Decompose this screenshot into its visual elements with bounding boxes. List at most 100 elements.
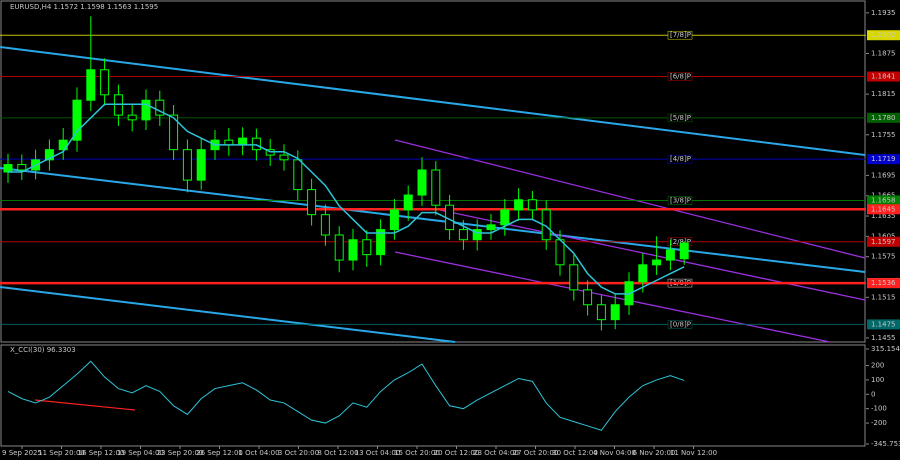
level-price-box <box>867 319 900 330</box>
main-frame <box>0 0 866 343</box>
y-tick-label: 100 <box>871 376 884 384</box>
level-tag-box <box>667 113 693 123</box>
x-tick-label: 30 Oct 12:00 <box>552 449 598 457</box>
x-tick-label: 1 Oct 04:00 <box>238 449 279 457</box>
cci-line <box>7 360 685 431</box>
candle-body <box>3 164 13 173</box>
level-tag-box <box>667 30 693 40</box>
candle-body <box>238 137 248 146</box>
x-tick-label: 9 Sep 2025 <box>2 449 42 457</box>
level-price: 1.1841 <box>871 73 896 81</box>
indicator-title: X_CCI(30) 96.3303 <box>10 346 76 354</box>
y-tick-label: 1.1455 <box>871 334 896 342</box>
x-tick-label: 23 Sep 20:00 <box>157 449 204 457</box>
x-tick-label: 27 Oct 20:00 <box>513 449 559 457</box>
moving-average <box>8 103 685 295</box>
candle-body <box>169 114 179 151</box>
candle-body <box>141 99 151 121</box>
x-tick-label: 16 Sep 12:00 <box>78 449 125 457</box>
level-tag-box <box>667 72 693 81</box>
channel-line <box>394 251 831 343</box>
x-tick-label: 8 Oct 12:00 <box>317 449 358 457</box>
channel-line <box>439 209 866 301</box>
x-tick-label: 11 Nov 12:00 <box>670 449 717 457</box>
x-tick-label: 15 Oct 20:00 <box>394 449 440 457</box>
x-tick-label: 4 Nov 04:00 <box>593 449 636 457</box>
level-price-box <box>867 71 900 82</box>
x-tick-label: 11 Sep 20:00 <box>38 449 85 457</box>
candle-body <box>514 199 524 211</box>
y-tick-label: 1.1635 <box>871 212 896 220</box>
level-price-box <box>867 236 900 247</box>
candle-body <box>155 99 165 116</box>
candle-body <box>610 304 620 321</box>
y-tick-label: 1.1605 <box>871 232 896 240</box>
candle-body <box>431 169 441 206</box>
level-tag: [5/8]P <box>670 114 691 122</box>
y-tick-label: 1.1515 <box>871 293 896 301</box>
candle-body <box>389 209 399 231</box>
candle-body <box>196 149 206 181</box>
level-price: 1.1597 <box>871 238 896 246</box>
y-tick-label: -100 <box>871 405 887 413</box>
candle-body <box>569 264 579 291</box>
candle-body <box>583 289 593 306</box>
level-tag: [7/8]P <box>670 31 691 39</box>
channel <box>394 139 866 343</box>
candle-body <box>182 149 192 181</box>
candle-body <box>86 69 96 101</box>
y-tick-label: 200 <box>871 362 884 370</box>
y-tick-label: 0 <box>871 390 875 398</box>
y-tick-label: 1.1755 <box>871 131 896 139</box>
support-price-box <box>867 204 900 215</box>
candle-body <box>458 229 468 241</box>
x-tick-label: 23 Oct 04:00 <box>473 449 519 457</box>
candle-body <box>596 304 606 321</box>
candle-body <box>127 114 137 121</box>
level-tag: [2/8]P <box>670 238 691 246</box>
y-tick-label: -200 <box>871 419 887 427</box>
trend-line <box>0 167 866 273</box>
x-tick-label: 13 Oct 04:00 <box>355 449 401 457</box>
candle-body <box>44 149 54 161</box>
level-price: 1.1719 <box>871 155 896 163</box>
level-price: 1.1658 <box>871 196 896 204</box>
level-price-box <box>867 112 900 123</box>
candle-body <box>251 137 261 151</box>
candle-body <box>679 242 689 260</box>
y-tick-label: -345.7534 <box>871 440 900 448</box>
x-tick-label: 6 Nov 20:00 <box>633 449 676 457</box>
support-price: 1.1645 <box>871 205 896 213</box>
level-price-box <box>867 195 900 206</box>
y-tick-label: 1.1575 <box>871 253 896 261</box>
candle-body <box>376 229 386 256</box>
candle-body <box>665 249 675 261</box>
candle-body <box>486 224 496 231</box>
level-price-box <box>867 154 900 165</box>
trend-line <box>0 286 456 343</box>
candle-body <box>638 264 648 283</box>
candle-body <box>348 239 358 261</box>
candle-body <box>320 214 330 236</box>
support-price: 1.1536 <box>871 279 896 287</box>
divergence-line <box>34 399 136 411</box>
support-price-box <box>867 278 900 289</box>
x-tick-label: 20 Oct 12:00 <box>434 449 480 457</box>
chart-title: EURUSD,H4 1.1572 1.1598 1.1563 1.1595 <box>10 3 158 11</box>
candle-body <box>362 239 372 256</box>
candle-body <box>500 209 510 226</box>
trend-line <box>0 46 866 156</box>
candle-body <box>527 199 537 211</box>
y-tick-label: 1.1695 <box>871 171 896 179</box>
trend-lines <box>0 46 866 343</box>
level-tag-box <box>667 320 693 329</box>
level-price: 1.1780 <box>871 114 896 122</box>
candle-body <box>293 159 303 191</box>
level-tag: [3/8]P <box>670 196 691 204</box>
level-price: 1.1902 <box>871 31 896 39</box>
sub-frame <box>0 344 866 447</box>
candle-body <box>279 154 289 161</box>
x-tick-label: 19 Sep 04:00 <box>117 449 164 457</box>
